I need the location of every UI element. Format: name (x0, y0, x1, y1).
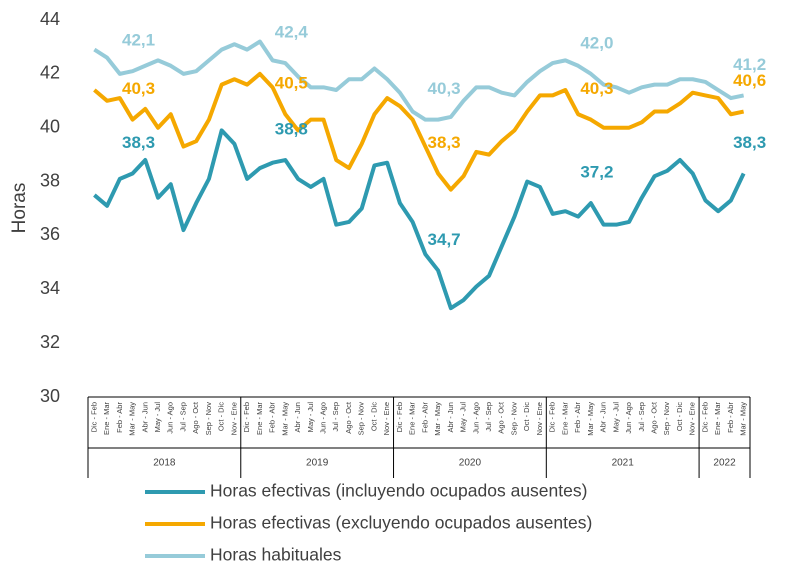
series-line (93, 39, 745, 122)
x-tick-label: Jun - Ago (166, 402, 175, 434)
group-label: 2021 (612, 458, 635, 469)
x-tick-label: Oct - Dic (369, 402, 378, 431)
x-tick-label: Oct - Dic (675, 402, 684, 431)
x-tick-label: Sep - Nov (509, 402, 518, 436)
group-label: 2018 (153, 458, 176, 469)
legend-label: Horas habituales (210, 545, 342, 565)
x-tick-label: Mar - May (586, 402, 595, 436)
data-label: 42,1 (122, 31, 155, 50)
x-tick-label: Feb - Abr (420, 402, 429, 433)
data-label: 38,8 (275, 120, 308, 139)
y-tick-label: 32 (40, 332, 60, 352)
x-tick-label: Jul - Sep (637, 402, 646, 432)
data-label: 41,2 (733, 55, 766, 74)
x-tick-label: Mar - May (433, 402, 442, 436)
x-tick-label: Mar - May (128, 402, 137, 436)
x-tick-label: May - Jul (306, 402, 315, 433)
x-tick-label: Jun - Ago (319, 402, 328, 434)
x-tick-label: Jul - Sep (484, 402, 493, 432)
x-tick-label: Dic - Feb (395, 402, 404, 432)
y-tick-label: 30 (40, 386, 60, 406)
x-tick-label: Sep - Nov (357, 402, 366, 436)
data-label: 38,3 (122, 133, 155, 152)
y-tick-label: 44 (40, 9, 60, 29)
data-label: 40,3 (122, 79, 155, 98)
x-tick-label: Abr - Jun (446, 402, 455, 432)
x-tick-label: Feb - Abr (115, 402, 124, 433)
x-tick-label: Dic - Feb (548, 402, 557, 432)
x-tick-label: May - Jul (153, 402, 162, 433)
group-label: 2020 (459, 458, 482, 469)
data-label: 40,5 (275, 74, 308, 93)
series-line (93, 71, 745, 192)
legend-label: Horas efectivas (incluyendo ocupados aus… (210, 481, 587, 501)
x-tick-label: Sep - Nov (662, 402, 671, 436)
x-tick-label: Ago - Oct (497, 401, 506, 434)
y-tick-label: 40 (40, 116, 60, 136)
x-tick-label: Feb - Abr (573, 402, 582, 433)
x-tick-label: Feb - Abr (268, 402, 277, 433)
x-tick-label: Jul - Sep (178, 402, 187, 432)
x-tick-label: Ene - Mar (408, 402, 417, 435)
x-tick-label: May - Jul (611, 402, 620, 433)
data-label: 40,3 (428, 79, 461, 98)
y-tick-label: 36 (40, 224, 60, 244)
y-tick-label: 38 (40, 170, 60, 190)
x-tick-label: Jun - Ago (471, 402, 480, 434)
data-label: 42,0 (580, 33, 613, 52)
x-tick-label: Ene - Mar (102, 402, 111, 435)
x-tick-label: Ago - Oct (344, 401, 353, 434)
x-tick-label: May - Jul (459, 402, 468, 433)
x-tick-label: Abr - Jun (293, 402, 302, 432)
x-tick-label: Dic - Feb (700, 402, 709, 432)
x-tick-label: Nov - Ene (229, 402, 238, 435)
group-label: 2019 (306, 458, 329, 469)
data-label: 37,2 (580, 163, 613, 182)
x-tick-label: Oct - Dic (522, 402, 531, 431)
x-tick-label: Dic - Feb (89, 402, 98, 432)
y-tick-label: 34 (40, 278, 60, 298)
data-label: 34,7 (428, 230, 461, 249)
data-label: 40,3 (580, 79, 613, 98)
x-tick-label: Dic - Feb (242, 402, 251, 432)
x-tick-label: Ago - Oct (191, 401, 200, 434)
x-tick-label: Nov - Ene (535, 402, 544, 435)
x-tick-label: Mar - May (280, 402, 289, 436)
x-tick-label: Oct - Dic (217, 402, 226, 431)
x-tick-label: Ene - Mar (255, 402, 264, 435)
data-label: 40,6 (733, 71, 766, 90)
data-label: 38,3 (733, 133, 766, 152)
x-tick-label: Ene - Mar (713, 402, 722, 435)
y-tick-label: 42 (40, 63, 60, 83)
x-tick-label: Jun - Ago (624, 402, 633, 434)
series-line (93, 128, 746, 311)
x-tick-label: Abr - Jun (599, 402, 608, 432)
x-tick-label: Nov - Ene (688, 402, 697, 435)
data-label: 38,3 (428, 133, 461, 152)
y-axis-label: Horas (9, 183, 30, 234)
x-tick-label: Feb - Abr (726, 402, 735, 433)
x-tick-label: Jul - Sep (331, 402, 340, 432)
data-label: 42,4 (275, 23, 309, 42)
group-label: 2022 (713, 458, 736, 469)
x-tick-label: Mar - May (739, 402, 748, 436)
x-tick-label: Ene - Mar (560, 402, 569, 435)
x-tick-label: Sep - Nov (204, 402, 213, 436)
legend-label: Horas efectivas (excluyendo ocupados aus… (210, 513, 592, 533)
x-tick-label: Abr - Jun (140, 402, 149, 432)
x-tick-label: Ago - Oct (650, 401, 659, 434)
x-tick-label: Nov - Ene (382, 402, 391, 435)
